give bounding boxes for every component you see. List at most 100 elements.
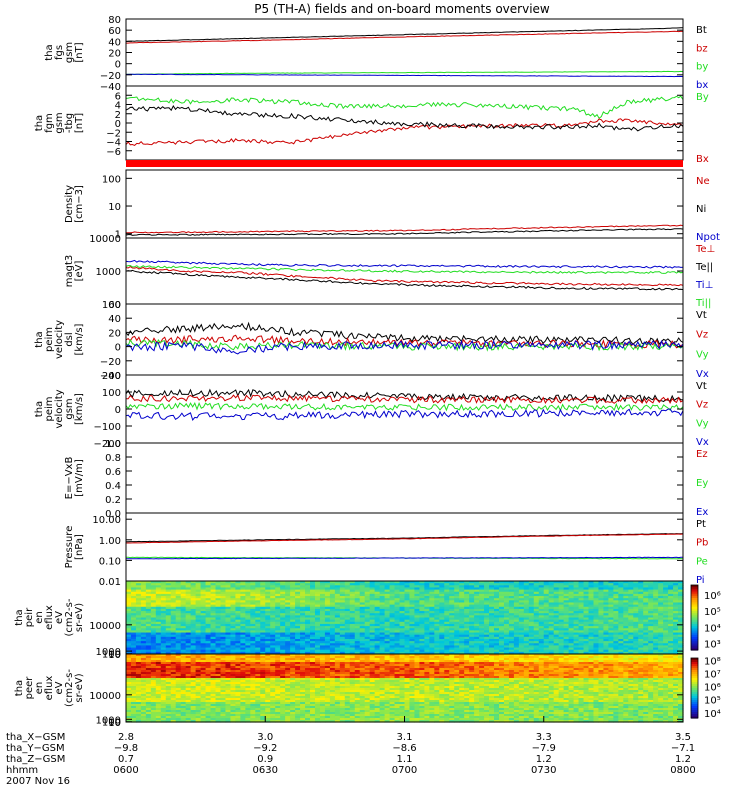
heatmap-cell [190, 593, 197, 597]
heatmap-cell [310, 628, 316, 631]
heatmap-cell [329, 593, 336, 597]
heatmap-cell [464, 628, 470, 631]
heatmap-cell [305, 613, 311, 616]
heatmap-cell [344, 581, 351, 584]
heatmap-cell [260, 598, 266, 601]
heatmap-cell [160, 634, 167, 638]
heatmap-cell [155, 658, 162, 661]
heatmap-cell [295, 649, 301, 653]
heatmap-cell [270, 606, 276, 610]
heatmap-cell [235, 617, 241, 621]
heatmap-cell [155, 676, 162, 679]
heatmap-cell [250, 686, 256, 689]
heatmap-cell [290, 585, 296, 589]
heatmap-cell [658, 638, 664, 642]
heatmap-cell [429, 630, 435, 634]
heatmap-cell [205, 686, 212, 689]
heatmap-cell [305, 641, 311, 644]
heatmap-cell [245, 611, 251, 614]
heatmap-cell [270, 615, 276, 619]
heatmap-cell [498, 634, 505, 638]
heatmap-cell [553, 651, 560, 655]
heatmap-cell [225, 720, 232, 723]
heatmap-cell [300, 608, 306, 612]
heatmap-cell [319, 598, 326, 601]
heatmap-cell [533, 581, 540, 584]
heatmap-cell [230, 619, 237, 623]
heatmap-cell [399, 634, 406, 638]
heatmap-cell [235, 674, 241, 677]
heatmap-cell [175, 678, 182, 681]
heatmap-cell [533, 643, 540, 647]
heatmap-cell [290, 638, 296, 642]
heatmap-cell [364, 589, 371, 593]
heatmap-cell [200, 636, 207, 640]
heatmap-cell [648, 651, 654, 655]
heatmap-cell [200, 600, 207, 604]
heatmap-cell [668, 645, 674, 649]
heatmap-cell [498, 591, 505, 595]
heatmap-cell [275, 649, 281, 653]
heatmap-cell [150, 678, 157, 681]
heatmap-cell [300, 591, 306, 595]
heatmap-cell [598, 619, 605, 623]
heatmap-cell [150, 602, 157, 606]
heatmap-cell [240, 688, 246, 691]
heatmap-cell [230, 638, 237, 642]
heatmap-cell [464, 621, 470, 625]
heatmap-cell [314, 604, 321, 608]
heatmap-cell [633, 589, 639, 593]
heatmap-cell [364, 649, 371, 653]
heatmap-cell [369, 630, 376, 634]
heatmap-cell [563, 636, 570, 640]
heatmap-cell [160, 628, 167, 631]
heatmap-cell [190, 630, 197, 634]
heatmap-cell [329, 651, 336, 655]
heatmap-cell [250, 658, 256, 661]
heatmap-cell [588, 591, 595, 595]
heatmap-cell [205, 628, 212, 631]
heatmap-cell [235, 708, 241, 711]
heatmap-cell [275, 615, 281, 619]
heatmap-cell [210, 678, 217, 681]
heatmap-cell [215, 700, 222, 703]
heatmap-cell [310, 602, 316, 606]
heatmap-cell [185, 630, 192, 634]
heatmap-cell [424, 634, 430, 638]
heatmap-cell [668, 623, 674, 627]
heatmap-cell [618, 647, 624, 651]
heatmap-cell [215, 714, 222, 717]
heatmap-cell [185, 662, 192, 665]
heatmap-cell [469, 630, 475, 634]
heatmap-cell [205, 694, 212, 697]
heatmap-cell [200, 702, 207, 705]
heatmap-cell [305, 587, 311, 591]
heatmap-cell [643, 647, 649, 651]
heatmap-cell [344, 647, 351, 651]
heatmap-cell [598, 628, 605, 631]
heatmap-cell [503, 606, 510, 610]
heatmap-cell [409, 630, 416, 634]
heatmap-cell [434, 623, 440, 627]
heatmap-cell [210, 643, 217, 647]
heatmap-cell [160, 664, 167, 667]
heatmap-cell [175, 593, 182, 597]
heatmap-cell [225, 678, 232, 681]
heatmap-cell [673, 632, 679, 636]
heatmap-cell [255, 682, 261, 685]
heatmap-cell [364, 600, 371, 604]
heatmap-cell [230, 647, 237, 651]
heatmap-cell [563, 638, 570, 642]
heatmap-cell [130, 696, 137, 699]
heatmap-cell [638, 589, 644, 593]
heatmap-cell [668, 619, 674, 623]
heatmap-cell [150, 694, 157, 697]
heatmap-cell [384, 615, 391, 619]
heatmap-cell [678, 626, 684, 629]
heatmap-cell [285, 623, 291, 627]
heatmap-cell [200, 649, 207, 653]
heatmap-cell [379, 581, 386, 584]
heatmap-cell [533, 589, 540, 593]
heatmap-cell [498, 643, 505, 647]
